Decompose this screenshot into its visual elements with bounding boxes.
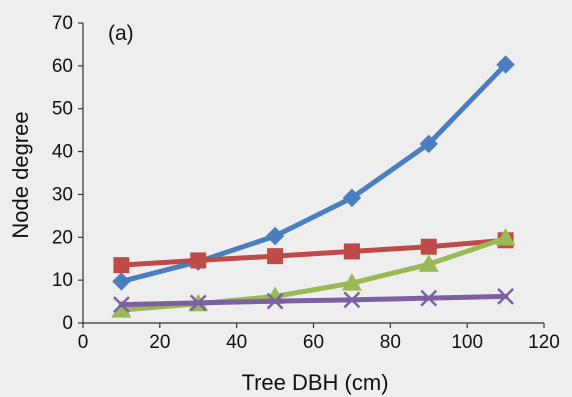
data-point [419,134,438,154]
series-layer [111,55,516,318]
y-tick-label: 70 [52,13,73,34]
series-2 [113,232,514,274]
panel-label: (a) [108,22,134,45]
x-marker-stroke [189,294,207,312]
data-point [265,226,285,246]
x-marker-stroke [497,288,514,305]
x-marker-stroke [420,289,438,307]
x-tick-label: 40 [226,332,247,353]
series-4 [113,288,514,313]
data-point [267,248,284,265]
data-point [420,238,437,255]
data-point [113,257,130,274]
data-point [497,288,514,305]
x-tick-label: 80 [380,332,401,353]
x-tick-label: 60 [303,332,324,353]
y-tick-label: 50 [52,99,73,120]
data-point [496,55,515,74]
x-tick-label: 0 [78,332,89,353]
data-point [113,296,130,313]
y-tick-label: 10 [52,270,73,291]
data-point [343,291,361,309]
data-point [266,292,284,310]
data-point [343,243,360,260]
series-1-line [118,62,509,284]
series-2-line [118,237,509,268]
x-tick-label: 20 [149,332,170,353]
x-tick-label: 100 [451,332,483,353]
y-tick-label: 0 [62,313,73,334]
data-point [495,228,516,246]
y-tick-label: 30 [52,184,73,205]
y-tick-label: 20 [52,227,73,248]
x-tick-label: 120 [528,332,560,353]
data-point [190,252,207,269]
data-point [111,300,132,318]
data-point [341,273,362,291]
data-point [418,254,439,272]
x-marker-stroke [113,296,130,313]
axes: 0 20 40 60 80 100 120 0 10 20 30 40 50 60 70 [52,13,560,353]
y-axis-title: Node degree [8,111,33,238]
y-tick-label: 40 [52,142,73,163]
x-marker-stroke [343,291,361,309]
data-point [112,272,131,291]
x-axis-title: Tree DBH (cm) [241,370,388,395]
x-marker-stroke [266,292,284,310]
y-tick-label: 60 [52,56,73,77]
data-point [420,289,438,307]
series-4-line [118,293,509,308]
data-point [189,294,207,312]
data-point [342,188,362,208]
